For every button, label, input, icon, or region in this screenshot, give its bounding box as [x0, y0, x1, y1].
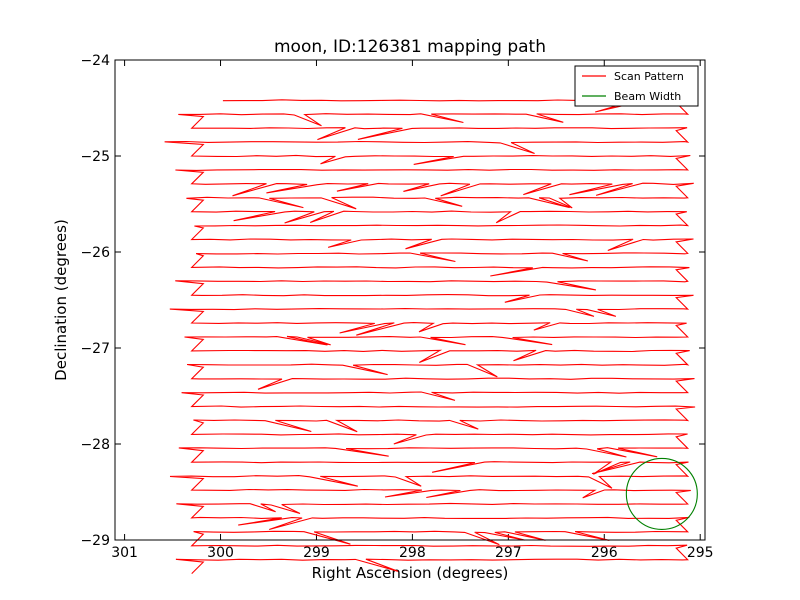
series-beam-width	[625, 457, 698, 530]
y-tick-label: −29	[80, 533, 110, 549]
x-tick-label: 296	[591, 545, 618, 561]
legend: Scan Pattern Beam Width	[574, 65, 699, 107]
series-layer	[164, 99, 698, 574]
plot-frame	[114, 59, 706, 541]
legend-label-beam-width: Beam Width	[614, 90, 681, 103]
y-tick-label: −26	[80, 245, 110, 261]
y-tick-label: −25	[80, 149, 110, 165]
y-tick-label: −24	[80, 53, 110, 69]
legend-frame	[574, 65, 699, 107]
x-axis-label: Right Ascension (degrees)	[312, 564, 509, 582]
y-tick-label: −28	[80, 437, 110, 453]
legend-label-scan-pattern: Scan Pattern	[614, 70, 684, 83]
y-axis-label: Declination (degrees)	[52, 219, 70, 381]
x-tick-label: 301	[111, 545, 138, 561]
axis-ticks: 301 300 299 298 297 296 295 −24 −25 −26 −27 −28 −29	[80, 53, 713, 561]
chart-title: moon, ID:126381 mapping path	[274, 37, 546, 57]
x-tick-label: 297	[495, 545, 522, 561]
x-tick-label: 300	[207, 545, 234, 561]
y-tick-label: −27	[80, 341, 110, 357]
series-scan-pattern	[164, 99, 696, 574]
x-tick-label: 298	[399, 545, 426, 561]
x-tick-label: 295	[687, 545, 714, 561]
x-tick-label: 299	[303, 545, 330, 561]
